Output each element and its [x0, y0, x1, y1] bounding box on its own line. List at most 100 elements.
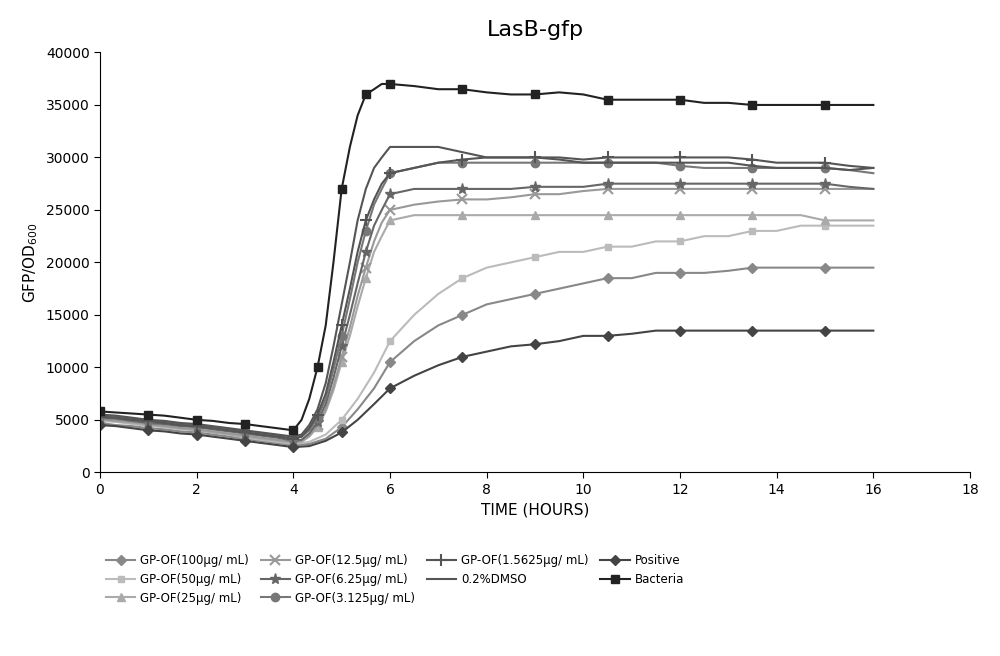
- Bacteria: [175, 414, 187, 422]
- GP-OF(25μg/ mL): [110, 417, 122, 425]
- Line: GP-OF(3.125μg/ mL): GP-OF(3.125μg/ mL): [96, 159, 878, 443]
- GP-OF(12.5μg/ mL): [376, 218, 388, 226]
- GP-OF(100μg/ mL): [867, 264, 879, 272]
- GP-OF(6.25μg/ mL): [126, 417, 138, 425]
- Positive: [698, 327, 710, 335]
- Positive: [336, 428, 348, 436]
- GP-OF(25μg/ mL): [505, 211, 517, 219]
- GP-OF(12.5μg/ mL): [771, 185, 783, 193]
- GP-OF(50μg/ mL): [553, 248, 565, 256]
- Bacteria: [312, 363, 324, 371]
- GP-OF(12.5μg/ mL): [368, 237, 380, 245]
- 0.2%DMSO: [456, 148, 468, 156]
- 0.2%DMSO: [175, 419, 187, 427]
- GP-OF(12.5μg/ mL): [142, 420, 154, 428]
- GP-OF(100μg/ mL): [191, 428, 203, 436]
- Positive: [223, 435, 235, 443]
- Positive: [94, 421, 106, 429]
- Positive: [352, 416, 364, 424]
- GP-OF(1.5625μg/ mL): [271, 433, 283, 441]
- GP-OF(6.25μg/ mL): [602, 180, 614, 188]
- Positive: [456, 353, 468, 361]
- 0.2%DMSO: [255, 428, 267, 436]
- GP-OF(25μg/ mL): [456, 211, 468, 219]
- 0.2%DMSO: [722, 159, 734, 167]
- GP-OF(3.125μg/ mL): [344, 295, 356, 303]
- Positive: [158, 428, 170, 436]
- GP-OF(100μg/ mL): [368, 384, 380, 392]
- Bacteria: [142, 411, 154, 419]
- 0.2%DMSO: [819, 164, 831, 172]
- GP-OF(100μg/ mL): [771, 264, 783, 272]
- GP-OF(25μg/ mL): [746, 211, 758, 219]
- GP-OF(3.125μg/ mL): [650, 159, 662, 167]
- 0.2%DMSO: [344, 258, 356, 266]
- GP-OF(25μg/ mL): [432, 211, 444, 219]
- GP-OF(12.5μg/ mL): [336, 353, 348, 361]
- GP-OF(3.125μg/ mL): [819, 164, 831, 172]
- GP-OF(50μg/ mL): [867, 222, 879, 230]
- GP-OF(12.5μg/ mL): [602, 185, 614, 193]
- 0.2%DMSO: [650, 159, 662, 167]
- GP-OF(100μg/ mL): [722, 267, 734, 275]
- Bacteria: [207, 417, 219, 425]
- GP-OF(25μg/ mL): [312, 423, 324, 431]
- Positive: [602, 332, 614, 340]
- GP-OF(25μg/ mL): [352, 302, 364, 310]
- GP-OF(6.25μg/ mL): [456, 185, 468, 193]
- GP-OF(1.5625μg/ mL): [175, 421, 187, 429]
- GP-OF(3.125μg/ mL): [771, 164, 783, 172]
- GP-OF(6.25μg/ mL): [175, 422, 187, 430]
- GP-OF(12.5μg/ mL): [843, 185, 855, 193]
- GP-OF(100μg/ mL): [650, 269, 662, 277]
- GP-OF(1.5625μg/ mL): [376, 180, 388, 188]
- GP-OF(25μg/ mL): [819, 216, 831, 224]
- 0.2%DMSO: [626, 159, 638, 167]
- GP-OF(50μg/ mL): [175, 425, 187, 433]
- GP-OF(25μg/ mL): [722, 211, 734, 219]
- GP-OF(1.5625μg/ mL): [352, 248, 364, 256]
- Positive: [529, 340, 541, 348]
- Bacteria: [360, 91, 372, 98]
- GP-OF(25μg/ mL): [408, 211, 420, 219]
- GP-OF(6.25μg/ mL): [432, 185, 444, 193]
- GP-OF(25μg/ mL): [602, 211, 614, 219]
- GP-OF(3.125μg/ mL): [553, 159, 565, 167]
- GP-OF(6.25μg/ mL): [376, 206, 388, 214]
- X-axis label: TIME (HOURS): TIME (HOURS): [481, 502, 589, 518]
- GP-OF(6.25μg/ mL): [698, 180, 710, 188]
- GP-OF(6.25μg/ mL): [320, 400, 332, 408]
- GP-OF(1.5625μg/ mL): [674, 154, 686, 161]
- Bacteria: [577, 91, 589, 98]
- GP-OF(6.25μg/ mL): [408, 185, 420, 193]
- Line: GP-OF(6.25μg/ mL): GP-OF(6.25μg/ mL): [94, 178, 879, 446]
- GP-OF(25μg/ mL): [481, 211, 493, 219]
- GP-OF(3.125μg/ mL): [296, 433, 308, 441]
- GP-OF(100μg/ mL): [626, 274, 638, 282]
- GP-OF(12.5μg/ mL): [626, 185, 638, 193]
- GP-OF(100μg/ mL): [110, 421, 122, 429]
- GP-OF(12.5μg/ mL): [126, 418, 138, 426]
- GP-OF(3.125μg/ mL): [352, 258, 364, 266]
- GP-OF(1.5625μg/ mL): [158, 419, 170, 427]
- Bacteria: [368, 85, 380, 93]
- GP-OF(100μg/ mL): [352, 405, 364, 413]
- GP-OF(12.5μg/ mL): [819, 185, 831, 193]
- 0.2%DMSO: [602, 159, 614, 167]
- GP-OF(25μg/ mL): [207, 428, 219, 436]
- 0.2%DMSO: [360, 185, 372, 193]
- GP-OF(12.5μg/ mL): [303, 432, 315, 440]
- GP-OF(3.125μg/ mL): [698, 164, 710, 172]
- GP-OF(1.5625μg/ mL): [867, 164, 879, 172]
- GP-OF(1.5625μg/ mL): [142, 417, 154, 425]
- GP-OF(25μg/ mL): [650, 211, 662, 219]
- Positive: [384, 384, 396, 392]
- GP-OF(12.5μg/ mL): [650, 185, 662, 193]
- GP-OF(100μg/ mL): [674, 269, 686, 277]
- 0.2%DMSO: [384, 143, 396, 151]
- GP-OF(50μg/ mL): [408, 311, 420, 319]
- 0.2%DMSO: [408, 143, 420, 151]
- GP-OF(6.25μg/ mL): [110, 415, 122, 422]
- GP-OF(3.125μg/ mL): [110, 413, 122, 420]
- Positive: [320, 437, 332, 445]
